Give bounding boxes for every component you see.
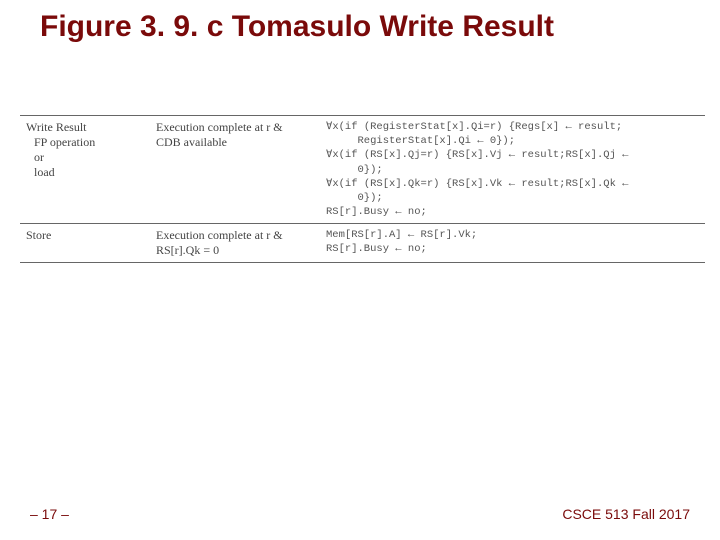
- stage-line: FP operation: [26, 135, 95, 149]
- wait-line: RS[r].Qk = 0: [156, 243, 219, 257]
- stage-cell: Write Result FP operation or load: [20, 116, 150, 224]
- action-cell: Mem[RS[r].A] ← RS[r].Vk; RS[r].Busy ← no…: [320, 224, 705, 263]
- wait-cell: Execution complete at r & CDB available: [150, 116, 320, 224]
- slide-title: Figure 3. 9. c Tomasulo Write Result: [40, 10, 700, 43]
- algorithm-table: Write Result FP operation or load Execut…: [20, 115, 705, 263]
- stage-line: Write Result: [26, 120, 87, 134]
- wait-cell: Execution complete at r & RS[r].Qk = 0: [150, 224, 320, 263]
- stage-line: or: [26, 150, 44, 164]
- page-number: – 17 –: [30, 506, 69, 522]
- wait-line: Execution complete at r &: [156, 228, 283, 242]
- table-bottom-rule: [20, 263, 705, 264]
- action-cell: ∀x(if (RegisterStat[x].Qi=r) {Regs[x] ← …: [320, 116, 705, 224]
- slide: Figure 3. 9. c Tomasulo Write Result Wri…: [0, 0, 720, 540]
- stage-line: load: [26, 165, 55, 179]
- wait-line: Execution complete at r &: [156, 120, 283, 134]
- table-row: Store Execution complete at r & RS[r].Qk…: [20, 224, 705, 263]
- stage-cell: Store: [20, 224, 150, 263]
- wait-line: CDB available: [156, 135, 227, 149]
- algorithm-table-wrap: Write Result FP operation or load Execut…: [20, 115, 705, 263]
- table-row: Write Result FP operation or load Execut…: [20, 116, 705, 224]
- course-footer: CSCE 513 Fall 2017: [562, 506, 690, 522]
